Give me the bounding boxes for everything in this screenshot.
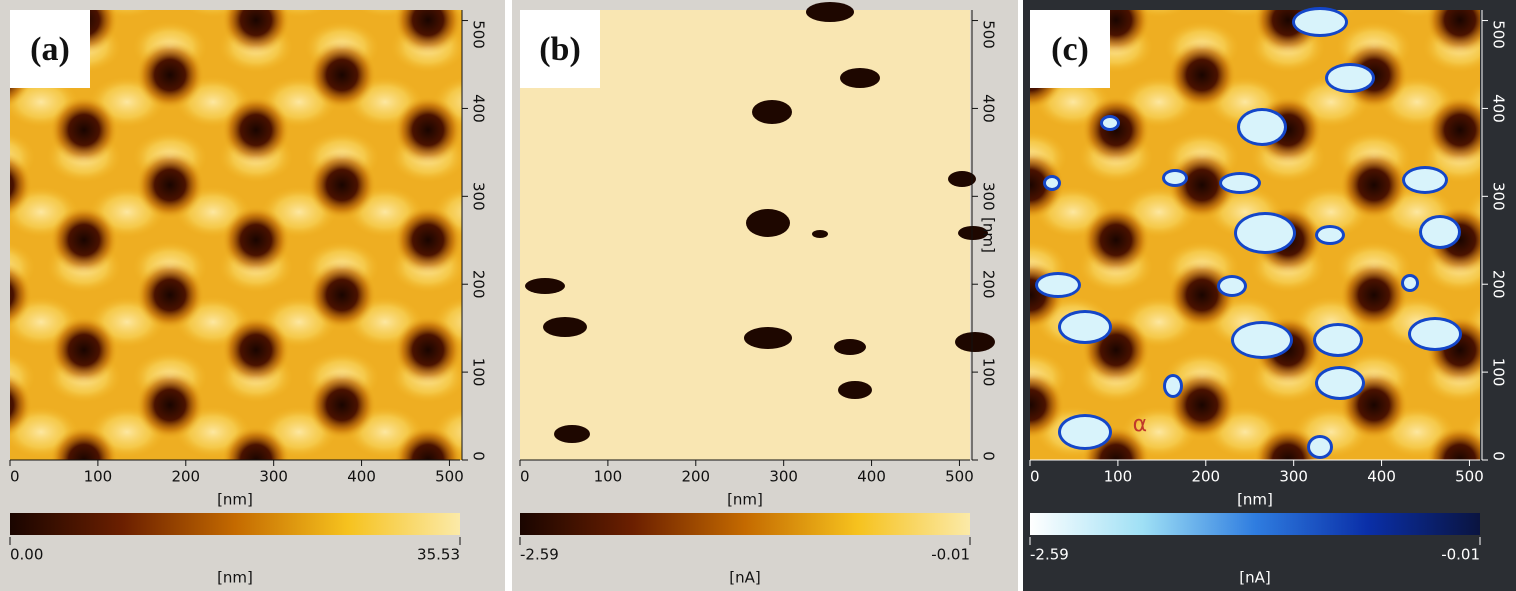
spot: [1295, 10, 1345, 34]
spot: [1220, 278, 1244, 294]
panel-label: (b): [539, 31, 581, 68]
y-tick-label: 400: [470, 94, 488, 123]
y-tick-label: 100: [980, 358, 998, 387]
x-tick-label: 500: [945, 468, 974, 486]
annotation: α: [1133, 412, 1148, 437]
y-tick-label: 500: [1490, 20, 1508, 49]
spot: [812, 230, 828, 238]
y-tick-label: 100: [1490, 358, 1508, 387]
y-tick-label: 200: [470, 270, 488, 299]
spot: [1316, 326, 1360, 354]
spot: [840, 68, 880, 88]
x-tick-label: 300: [259, 468, 288, 486]
colorbar-tick-label: -2.59: [1030, 546, 1069, 564]
panel-label: (c): [1051, 31, 1089, 68]
spot: [1237, 215, 1293, 251]
panel-label: (a): [30, 31, 70, 68]
spot: [1328, 66, 1372, 90]
y-tick-label: 300: [470, 182, 488, 211]
spot: [1061, 313, 1109, 341]
spot: [1165, 172, 1185, 184]
y-tick-label: 0: [470, 451, 488, 461]
y-tick-label: 300: [1490, 182, 1508, 211]
spot: [752, 100, 792, 124]
spot: [744, 327, 792, 349]
label-box: [1030, 10, 1110, 88]
spot: [1240, 111, 1284, 143]
x-tick-label: 100: [594, 468, 623, 486]
y-axis-label: [nm]: [980, 217, 998, 253]
overlay-spots: [1035, 7, 1462, 459]
spot: [746, 209, 790, 237]
spot: [834, 339, 866, 355]
x-tick-label: 400: [347, 468, 376, 486]
x-tick-label: 500: [1455, 468, 1484, 486]
colorbar-label: [nA]: [729, 569, 760, 587]
colorbar-tick-label: 0.00: [10, 546, 43, 564]
spot: [554, 425, 590, 443]
spot: [838, 381, 872, 399]
spot: [955, 332, 995, 352]
x-tick-label: 200: [681, 468, 710, 486]
spot: [1422, 218, 1458, 246]
x-axis-label: [nm]: [727, 491, 763, 509]
spot: [1222, 175, 1258, 191]
x-axis-label: [nm]: [1237, 491, 1273, 509]
spot: [806, 2, 854, 22]
x-tick-label: 100: [84, 468, 113, 486]
x-tick-label: 200: [1191, 468, 1220, 486]
x-tick-label: 300: [1279, 468, 1308, 486]
y-tick-label: 0: [1490, 451, 1508, 461]
spot: [958, 226, 988, 240]
spot: [525, 278, 565, 294]
colorbar-tick-label: -0.01: [931, 546, 970, 564]
y-tick-label: 0: [980, 451, 998, 461]
spot: [1310, 438, 1330, 456]
colorbar-tick-label: -2.59: [520, 546, 559, 564]
x-tick-label: 0: [1030, 468, 1040, 486]
y-tick-label: 500: [470, 20, 488, 49]
x-tick-label: 200: [171, 468, 200, 486]
spot: [543, 317, 587, 337]
x-tick-label: 500: [435, 468, 464, 486]
x-tick-label: 400: [857, 468, 886, 486]
x-tick-label: 0: [10, 468, 20, 486]
x-tick-label: 400: [1367, 468, 1396, 486]
colorbar: [10, 513, 460, 535]
y-tick-label: 200: [980, 270, 998, 299]
spot: [948, 171, 976, 187]
y-tick-label: 200: [1490, 270, 1508, 299]
spot: [1103, 118, 1117, 128]
spot: [1404, 277, 1416, 289]
current-spots: [525, 2, 995, 443]
spot: [1318, 228, 1342, 242]
y-tick-label: 500: [980, 20, 998, 49]
spot: [1046, 178, 1058, 188]
x-axis-label: [nm]: [217, 491, 253, 509]
colorbar-tick-label: -0.01: [1441, 546, 1480, 564]
x-tick-label: 100: [1104, 468, 1133, 486]
y-tick-label: 300: [980, 182, 998, 211]
x-tick-label: 0: [520, 468, 530, 486]
colorbar: [1030, 513, 1480, 535]
spot: [1166, 377, 1180, 395]
spot: [1234, 324, 1290, 356]
colorbar-tick-label: 35.53: [417, 546, 460, 564]
label-box: [520, 10, 600, 88]
spot: [1411, 320, 1459, 348]
y-tick-label: 400: [980, 94, 998, 123]
colorbar-label: [nm]: [217, 569, 253, 587]
x-tick-label: 300: [769, 468, 798, 486]
spot: [1038, 275, 1078, 295]
spot: [1318, 369, 1362, 397]
label-box: [10, 10, 90, 88]
spot: [1061, 417, 1109, 447]
colorbar: [520, 513, 970, 535]
y-tick-label: 100: [470, 358, 488, 387]
spot: [1405, 169, 1445, 191]
y-tick-label: 400: [1490, 94, 1508, 123]
colorbar-label: [nA]: [1239, 569, 1270, 587]
